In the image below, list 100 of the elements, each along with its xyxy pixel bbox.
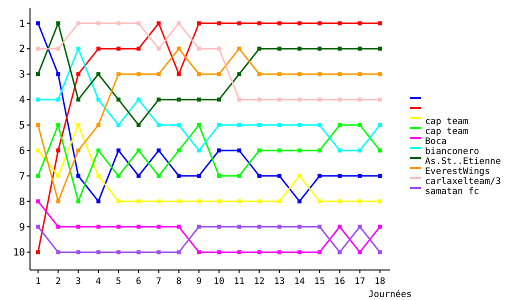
y-tick-label: 4 — [18, 95, 25, 106]
point — [277, 21, 282, 26]
point — [237, 21, 242, 26]
point — [116, 72, 120, 76]
x-tick-label: 10 — [214, 277, 224, 287]
point — [176, 21, 181, 26]
point — [297, 72, 302, 76]
point — [76, 250, 80, 254]
point — [277, 46, 282, 51]
point — [196, 21, 201, 26]
point — [136, 174, 141, 178]
point — [76, 98, 80, 102]
y-tick-label: 7 — [18, 171, 25, 182]
point — [136, 224, 141, 229]
point — [318, 46, 322, 51]
point — [36, 21, 40, 26]
point — [76, 123, 80, 128]
point — [136, 199, 141, 204]
point — [156, 21, 161, 26]
point — [297, 224, 302, 229]
point — [36, 199, 40, 204]
point — [378, 98, 382, 102]
point — [318, 123, 322, 128]
point — [76, 199, 80, 204]
point — [56, 199, 60, 204]
point — [257, 174, 262, 178]
point — [318, 224, 322, 229]
point — [196, 123, 201, 128]
point — [36, 98, 40, 102]
point — [277, 174, 282, 178]
point — [338, 174, 342, 178]
point — [297, 148, 302, 152]
point — [237, 46, 242, 51]
x-tick-label: 4 — [96, 277, 102, 287]
point — [96, 123, 100, 128]
point — [358, 21, 362, 26]
point — [116, 21, 120, 26]
point — [237, 72, 242, 76]
point — [76, 72, 80, 76]
point — [217, 46, 222, 51]
point — [378, 199, 382, 204]
point — [96, 98, 100, 102]
point — [176, 98, 181, 102]
x-tick-label: 17 — [354, 277, 366, 287]
point — [76, 174, 80, 178]
point — [237, 98, 242, 102]
legend-label: carlaxelteam/3 — [425, 177, 501, 187]
line-series — [36, 123, 382, 204]
point — [116, 174, 120, 178]
point — [277, 250, 282, 254]
point — [277, 123, 282, 128]
x-tick-label: 5 — [116, 277, 122, 287]
x-tick-label: 18 — [374, 277, 386, 287]
point — [96, 148, 100, 152]
y-tick-label: 6 — [18, 146, 25, 157]
point — [36, 174, 40, 178]
point — [358, 224, 362, 229]
point — [358, 199, 362, 204]
point — [217, 72, 222, 76]
point — [136, 250, 141, 254]
point — [257, 98, 262, 102]
point — [297, 174, 302, 178]
x-tick-label: 15 — [314, 277, 326, 287]
point — [136, 72, 141, 76]
x-tick-label: 12 — [254, 277, 265, 287]
point — [378, 224, 382, 229]
legend-label: cap team — [425, 127, 468, 137]
point — [156, 199, 161, 204]
point — [116, 123, 120, 128]
point — [36, 250, 40, 254]
point — [297, 199, 302, 204]
point — [156, 46, 161, 51]
point — [196, 98, 201, 102]
y-tick-label: 3 — [18, 70, 25, 81]
x-tick-label: 1 — [35, 277, 41, 287]
legend-label: EverestWings — [425, 167, 490, 177]
point — [297, 46, 302, 51]
point — [338, 148, 342, 152]
legend-label: bianconero — [425, 147, 480, 157]
point — [96, 224, 100, 229]
point — [358, 148, 362, 152]
point — [156, 174, 161, 178]
point — [36, 46, 40, 51]
point — [237, 224, 242, 229]
point — [217, 21, 222, 26]
point — [237, 250, 242, 254]
point — [237, 174, 242, 178]
point — [116, 199, 120, 204]
point — [338, 250, 342, 254]
point — [338, 72, 342, 76]
x-tick-label: 9 — [196, 277, 202, 287]
point — [116, 148, 120, 152]
point — [176, 199, 181, 204]
point — [76, 224, 80, 229]
point — [358, 46, 362, 51]
point — [176, 46, 181, 51]
legend-label: samatan fc — [425, 187, 480, 197]
point — [257, 72, 262, 76]
legend-label: cap team — [425, 117, 468, 127]
point — [297, 98, 302, 102]
